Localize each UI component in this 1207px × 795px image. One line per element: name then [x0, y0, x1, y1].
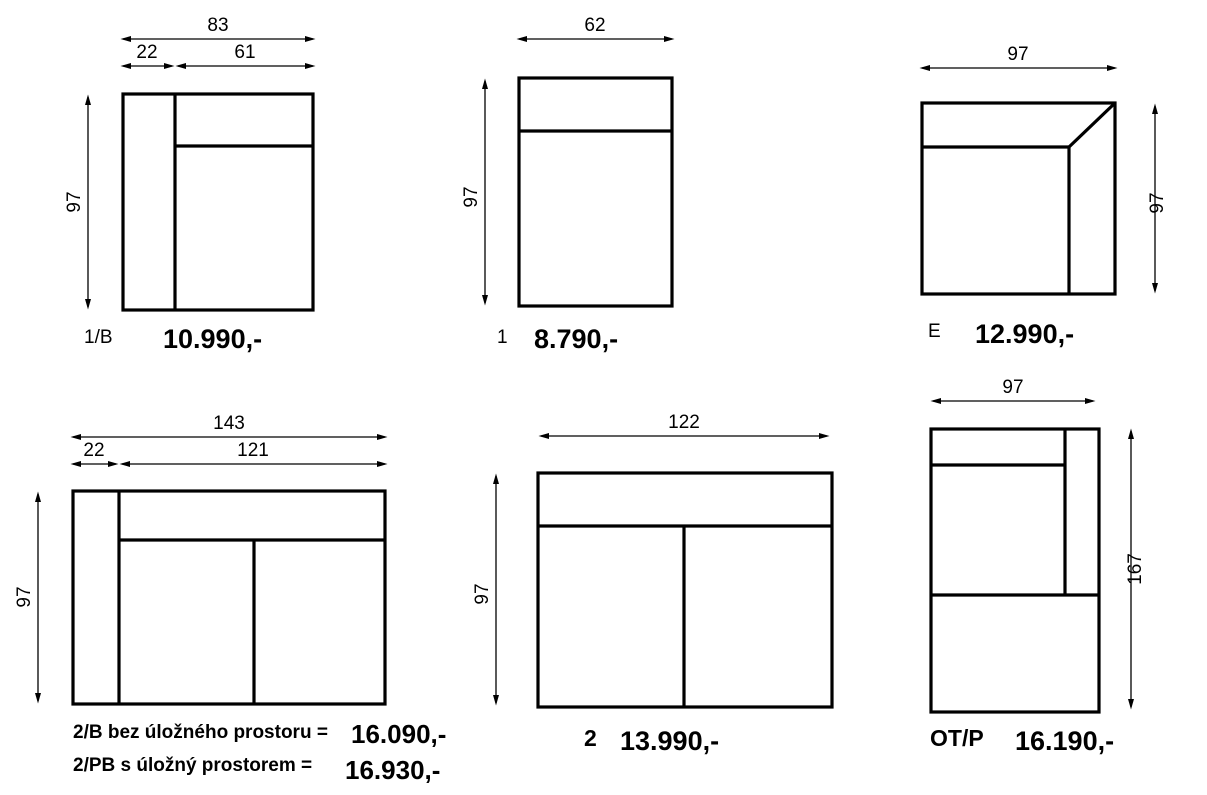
svg-text:97: 97 [1147, 192, 1168, 213]
svg-text:16.930,-: 16.930,- [345, 755, 440, 785]
svg-text:2/PB s úložný prostorem =: 2/PB s úložný prostorem = [73, 755, 312, 776]
svg-text:97: 97 [461, 186, 482, 207]
svg-text:97: 97 [1002, 377, 1023, 398]
svg-text:2: 2 [584, 725, 597, 751]
svg-text:OT/P: OT/P [930, 725, 984, 751]
svg-text:22: 22 [83, 440, 104, 461]
svg-text:10.990,-: 10.990,- [163, 324, 262, 354]
svg-text:97: 97 [14, 586, 35, 607]
svg-text:167: 167 [1125, 553, 1146, 585]
svg-text:83: 83 [207, 15, 228, 36]
svg-text:E: E [928, 321, 941, 342]
svg-text:61: 61 [234, 42, 255, 63]
svg-text:22: 22 [136, 42, 157, 63]
svg-text:97: 97 [64, 191, 85, 212]
svg-text:62: 62 [584, 15, 605, 36]
svg-text:97: 97 [472, 583, 493, 604]
svg-text:121: 121 [237, 440, 269, 461]
svg-text:122: 122 [668, 412, 700, 433]
svg-text:12.990,-: 12.990,- [975, 319, 1074, 349]
svg-text:2/B bez úložného prostoru =: 2/B bez úložného prostoru = [73, 722, 328, 743]
svg-text:8.790,-: 8.790,- [534, 324, 618, 354]
svg-text:1: 1 [497, 327, 508, 348]
svg-text:1/B: 1/B [84, 327, 113, 348]
svg-text:16.090,-: 16.090,- [351, 719, 446, 749]
svg-text:16.190,-: 16.190,- [1015, 726, 1114, 756]
svg-text:97: 97 [1007, 44, 1028, 65]
svg-text:143: 143 [213, 413, 245, 434]
svg-text:13.990,-: 13.990,- [620, 726, 719, 756]
